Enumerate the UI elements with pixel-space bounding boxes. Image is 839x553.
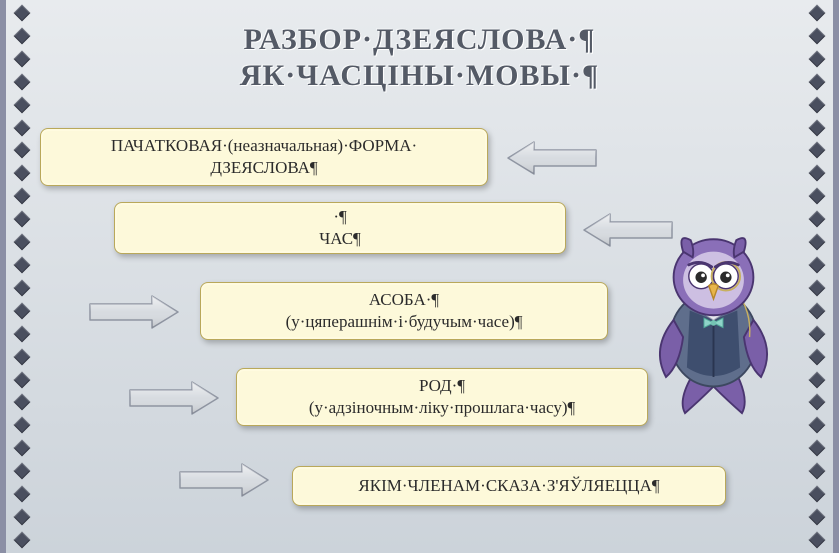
border-diamond-icon — [809, 165, 826, 182]
box-line: (у·адзіночным·ліку·прошлага·часу)¶ — [309, 397, 575, 419]
box-line: ДЗЕЯСЛОВА¶ — [111, 157, 417, 179]
border-diamond-icon — [14, 96, 31, 113]
border-diamond-icon — [809, 5, 826, 22]
border-diamond-icon — [14, 371, 31, 388]
border-diamond-icon — [809, 188, 826, 205]
arrow-right-icon — [126, 378, 222, 418]
arrow-left-icon — [504, 138, 600, 178]
border-diamond-icon — [809, 325, 826, 342]
box-line: ·¶ — [319, 206, 361, 228]
border-diamond-icon — [809, 531, 826, 548]
border-diamond-icon — [809, 279, 826, 296]
slide-title: РАЗБОР·ДЗЕЯСЛОВА·¶ ЯК·ЧАСЦІНЫ·МОВЫ·¶ — [6, 22, 833, 94]
border-diamond-icon — [809, 463, 826, 480]
border-diamond-icon — [14, 348, 31, 365]
step-box-sentence-member: ЯКІМ·ЧЛЕНАМ·СКАЗА·З'ЯЎЛЯЕЦЦА¶ — [292, 466, 726, 506]
border-diamond-icon — [14, 279, 31, 296]
border-diamond-icon — [14, 5, 31, 22]
border-diamond-icon — [14, 417, 31, 434]
arrow-right-icon — [176, 460, 272, 500]
border-diamond-icon — [809, 486, 826, 503]
box-line: РОД·¶ — [309, 375, 575, 397]
arrow-right-icon — [86, 292, 182, 332]
step-box-tense: ·¶ ЧАС¶ — [114, 202, 566, 254]
border-diamond-icon — [14, 325, 31, 342]
border-diamond-icon — [14, 234, 31, 251]
border-diamond-icon — [809, 302, 826, 319]
border-diamond-icon — [14, 302, 31, 319]
step-box-initial-form: ПАЧАТКОВАЯ·(неазначальная)·ФОРМА· ДЗЕЯСЛ… — [40, 128, 488, 186]
box-line: АСОБА·¶ — [286, 289, 523, 311]
border-diamond-icon — [14, 531, 31, 548]
border-diamond-icon — [809, 508, 826, 525]
title-line-1: РАЗБОР·ДЗЕЯСЛОВА·¶ — [6, 22, 833, 58]
border-diamond-icon — [14, 211, 31, 228]
border-diamond-icon — [14, 486, 31, 503]
title-line-2: ЯК·ЧАСЦІНЫ·МОВЫ·¶ — [6, 58, 833, 94]
border-diamond-icon — [14, 394, 31, 411]
border-diamond-icon — [809, 371, 826, 388]
border-diamond-icon — [14, 508, 31, 525]
border-diamond-icon — [809, 119, 826, 136]
border-diamond-icon — [809, 96, 826, 113]
box-line: (у·цяперашнім·і·будучым·часе)¶ — [286, 311, 523, 333]
border-diamond-icon — [14, 188, 31, 205]
border-diamond-icon — [14, 142, 31, 159]
step-box-person: АСОБА·¶ (у·цяперашнім·і·будучым·часе)¶ — [200, 282, 608, 340]
border-diamond-icon — [14, 119, 31, 136]
border-diamond-icon — [809, 417, 826, 434]
step-box-gender: РОД·¶ (у·адзіночным·ліку·прошлага·часу)¶ — [236, 368, 648, 426]
border-diamond-icon — [809, 211, 826, 228]
border-diamond-icon — [14, 463, 31, 480]
owl-mascot-icon — [636, 225, 791, 415]
border-diamond-icon — [809, 234, 826, 251]
border-diamond-icon — [809, 440, 826, 457]
border-diamond-icon — [14, 440, 31, 457]
box-line: ПАЧАТКОВАЯ·(неазначальная)·ФОРМА· — [111, 135, 417, 157]
border-diamond-icon — [809, 142, 826, 159]
border-diamond-icon — [14, 256, 31, 273]
box-line: ЧАС¶ — [319, 228, 361, 250]
slide-canvas: РАЗБОР·ДЗЕЯСЛОВА·¶ ЯК·ЧАСЦІНЫ·МОВЫ·¶ ПАЧ… — [0, 0, 839, 553]
border-diamond-icon — [809, 256, 826, 273]
border-diamond-icon — [809, 348, 826, 365]
box-line: ЯКІМ·ЧЛЕНАМ·СКАЗА·З'ЯЎЛЯЕЦЦА¶ — [358, 475, 659, 497]
arrow-left-icon — [580, 210, 676, 250]
border-diamond-icon — [14, 165, 31, 182]
border-diamond-icon — [809, 394, 826, 411]
